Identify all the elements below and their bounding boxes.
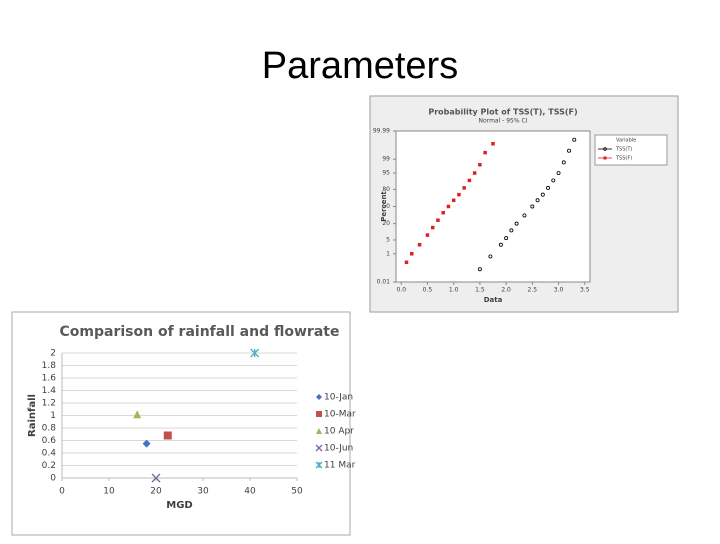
point xyxy=(572,137,577,142)
y-tick-label: 0.01 xyxy=(377,279,391,286)
point xyxy=(451,198,456,203)
point xyxy=(425,233,430,237)
x-tick-label: 30 xyxy=(197,487,209,497)
x-tick-label: 1.0 xyxy=(449,287,459,294)
x-tick-label: 2.5 xyxy=(528,287,538,294)
y-tick-label: 99.99 xyxy=(373,128,390,135)
legend-title: Variable xyxy=(616,138,636,144)
point xyxy=(491,142,495,146)
legend-marker xyxy=(603,147,607,151)
legend-box xyxy=(594,134,668,166)
point xyxy=(561,160,566,165)
x-tick-label: 0 xyxy=(59,487,65,497)
x-axis-label: MGD xyxy=(166,500,192,511)
y-axis-label: Rainfall xyxy=(27,394,38,437)
point xyxy=(163,431,172,440)
y-tick-label: 0.4 xyxy=(42,449,57,459)
point xyxy=(441,210,445,215)
point xyxy=(498,242,503,247)
x-tick-label: 3.0 xyxy=(554,287,564,294)
y-tick-label: 80 xyxy=(382,186,390,193)
point xyxy=(446,204,451,209)
point xyxy=(530,204,535,209)
y-tick-label: 0.8 xyxy=(42,424,57,434)
point xyxy=(457,192,461,197)
point xyxy=(133,410,142,419)
point xyxy=(556,171,561,176)
point xyxy=(404,260,409,265)
y-tick-label: 0.2 xyxy=(42,461,56,471)
legend-marker xyxy=(316,428,322,434)
point xyxy=(514,221,519,226)
chart-title: Probability Plot of TSS(T), TSS(F) xyxy=(428,108,577,117)
point xyxy=(409,252,414,256)
point xyxy=(535,198,540,203)
point xyxy=(540,192,545,197)
y-tick-label: 1.2 xyxy=(42,399,56,409)
legend-marker xyxy=(315,444,323,452)
point xyxy=(250,348,260,358)
point xyxy=(483,150,487,155)
legend-marker xyxy=(315,461,323,469)
x-tick-label: 50 xyxy=(291,487,303,497)
point xyxy=(462,186,466,190)
plot-area xyxy=(395,130,591,283)
y-tick-label: 0 xyxy=(50,474,56,484)
point xyxy=(488,254,493,259)
point xyxy=(522,213,527,218)
chart-title: Comparison of rainfall and flowrate xyxy=(60,324,340,340)
y-tick-label: 1.8 xyxy=(42,361,57,371)
point xyxy=(430,225,435,230)
point xyxy=(436,218,440,222)
point xyxy=(467,178,472,183)
point xyxy=(142,439,151,448)
legend-label: TSS(T) xyxy=(615,147,632,153)
x-tick-label: 40 xyxy=(244,487,256,497)
y-tick-label: 1.4 xyxy=(42,386,57,396)
point xyxy=(417,242,422,247)
point xyxy=(151,473,161,483)
x-tick-label: 1.5 xyxy=(475,287,485,294)
legend-marker xyxy=(603,156,607,160)
point xyxy=(567,148,572,153)
y-tick-label: 20 xyxy=(382,220,390,227)
y-tick-label: 99 xyxy=(382,156,390,163)
x-tick-label: 2.0 xyxy=(501,287,511,294)
legend-marker xyxy=(316,411,322,417)
point xyxy=(477,267,482,272)
y-tick-label: 2 xyxy=(50,349,56,359)
legend-label: 11 Mar xyxy=(324,461,356,471)
x-tick-label: 3.5 xyxy=(580,287,590,294)
x-tick-label: 0.5 xyxy=(423,287,433,294)
point xyxy=(478,163,482,167)
y-tick-label: 1.6 xyxy=(42,374,57,384)
point xyxy=(509,228,514,233)
legend-label: TSS(F) xyxy=(615,156,632,162)
point xyxy=(546,185,551,190)
point xyxy=(504,236,509,241)
chart-subtitle: Normal - 95% CI xyxy=(479,118,528,125)
y-tick-label: 1 xyxy=(50,411,56,421)
x-tick-label: 0.0 xyxy=(396,287,406,294)
legend-label: 10 Apr xyxy=(324,427,354,437)
x-tick-label: 10 xyxy=(103,487,115,497)
legend-marker xyxy=(316,394,322,400)
point xyxy=(551,178,556,183)
legend-label: 10-Jan xyxy=(324,393,353,403)
x-axis-label: Data xyxy=(484,296,503,304)
y-tick-label: 5 xyxy=(386,236,390,243)
y-axis-label: Percent xyxy=(380,191,388,222)
legend-label: 10-Mar xyxy=(324,410,356,420)
y-tick-label: 50 xyxy=(382,203,390,210)
y-tick-label: 95 xyxy=(382,170,390,177)
y-tick-label: 1 xyxy=(386,250,390,257)
point xyxy=(472,171,477,175)
slide-title: Parameters xyxy=(262,45,458,87)
legend-label: 10-Jun xyxy=(324,444,353,454)
y-tick-label: 0.6 xyxy=(42,436,57,446)
x-tick-label: 20 xyxy=(150,487,162,497)
